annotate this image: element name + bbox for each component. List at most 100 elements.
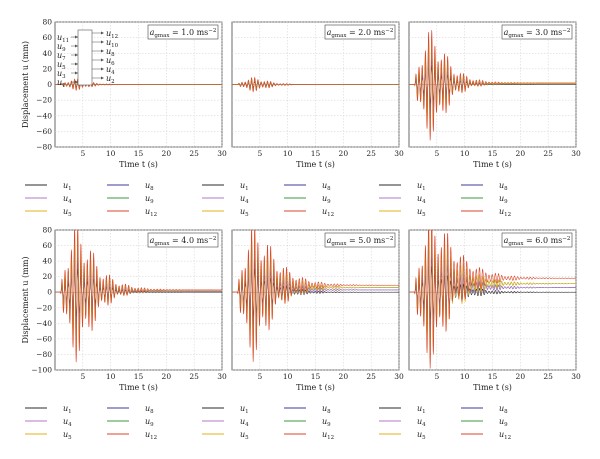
pga-annotation: agmax = 2.0 ms−2 <box>327 28 394 39</box>
chart-panel-4: −100 −80 −60 −40 −20 0 20 40 60 80 5 10 15 20 25 30 Time… <box>21 226 227 442</box>
inset-arrowhead <box>101 76 104 80</box>
x-tick-label: 25 <box>366 149 376 158</box>
inset-arrowhead <box>101 49 104 53</box>
inset-arrowhead <box>101 58 104 62</box>
y-axis-label: Displacement u (mm) <box>21 41 30 128</box>
legend-label-u9: u9 <box>499 417 508 428</box>
legend-label-u12: u12 <box>499 430 511 441</box>
x-axis-label: Time t (s) <box>473 160 512 169</box>
x-tick-label: 25 <box>189 372 199 381</box>
inset-label-u10: u10 <box>106 38 119 49</box>
pga-annotation: agmax = 5.0 ms−2 <box>327 236 394 247</box>
pga-annotation: agmax = 1.0 ms−2 <box>150 28 217 39</box>
y-tick-label: 40 <box>42 257 52 266</box>
x-tick-label: 10 <box>460 149 470 158</box>
legend-label-u1: u1 <box>240 181 249 192</box>
legend-label-u5: u5 <box>63 207 72 218</box>
pga-annotation: agmax = 4.0 ms−2 <box>150 236 217 247</box>
legend-label-u12: u12 <box>145 207 157 218</box>
inset-label-u11: u11 <box>57 33 69 44</box>
x-tick-label: 5 <box>80 372 85 381</box>
legend-label-u4: u4 <box>63 417 72 428</box>
legend-label-u5: u5 <box>240 207 249 218</box>
legend-label-u8: u8 <box>322 404 331 415</box>
y-tick-label: 80 <box>42 226 52 235</box>
legend-label-u9: u9 <box>322 417 331 428</box>
inset-arrowhead <box>75 35 78 39</box>
y-tick-label: 0 <box>47 288 52 297</box>
legend-label-u4: u4 <box>417 417 426 428</box>
legend-label-u8: u8 <box>145 181 154 192</box>
legend-label-u1: u1 <box>417 181 426 192</box>
y-tick-label: −60 <box>36 127 52 136</box>
inset-arrowhead <box>75 71 78 75</box>
x-tick-label: 10 <box>283 372 293 381</box>
x-tick-label: 25 <box>366 372 376 381</box>
legend-label-u4: u4 <box>240 194 249 205</box>
x-tick-label: 5 <box>80 149 85 158</box>
legend-label-u1: u1 <box>63 181 72 192</box>
inset-label-u2: u2 <box>106 74 115 85</box>
inset-label-u9: u9 <box>57 42 66 53</box>
annotation-box <box>147 24 219 40</box>
legend-label-u5: u5 <box>63 430 72 441</box>
legend-label-u8: u8 <box>322 181 331 192</box>
x-tick-label: 30 <box>217 372 227 381</box>
x-tick-label: 10 <box>460 372 470 381</box>
x-axis-label: Time t (s) <box>473 383 512 392</box>
y-tick-label: −20 <box>36 96 52 105</box>
legend-label-u4: u4 <box>240 417 249 428</box>
x-tick-label: 5 <box>434 149 439 158</box>
x-tick-label: 15 <box>488 372 498 381</box>
pga-annotation: agmax = 3.0 ms−2 <box>504 28 571 39</box>
legend: u1 u8 u4 u9 u5 u12 <box>25 181 157 218</box>
y-tick-label: 20 <box>42 272 52 281</box>
x-tick-label: 20 <box>339 149 349 158</box>
legend-label-u1: u1 <box>417 404 426 415</box>
chart-panel-1: −80 −60 −40 −20 0 20 40 60 80 5 10 15 20 25 30 Time t (… <box>21 18 227 219</box>
x-axis-label: Time t (s) <box>119 383 158 392</box>
series-line-u12 <box>232 230 399 362</box>
legend-label-u8: u8 <box>499 181 508 192</box>
series-line-u12 <box>55 78 222 92</box>
x-tick-label: 15 <box>311 372 321 381</box>
series-line-u12 <box>232 76 399 93</box>
annotation-box <box>501 24 573 40</box>
series-line-u12 <box>409 30 576 141</box>
inset-arrowhead <box>75 53 78 57</box>
legend-label-u9: u9 <box>145 194 154 205</box>
x-axis-label: Time t (s) <box>119 160 158 169</box>
legend-label-u5: u5 <box>417 207 426 218</box>
legend-label-u9: u9 <box>499 194 508 205</box>
legend: u1 u8 u4 u9 u5 u12 <box>202 404 334 441</box>
y-tick-label: 60 <box>42 241 52 250</box>
x-tick-label: 25 <box>543 372 553 381</box>
y-tick-label: −40 <box>36 319 52 328</box>
inset-arrowhead <box>101 67 104 71</box>
x-tick-label: 30 <box>571 372 581 381</box>
legend-label-u9: u9 <box>322 194 331 205</box>
x-tick-label: 25 <box>543 149 553 158</box>
x-tick-label: 10 <box>283 149 293 158</box>
legend-label-u4: u4 <box>417 194 426 205</box>
inset-arrowhead <box>101 40 104 44</box>
y-tick-label: 60 <box>42 33 52 42</box>
y-tick-label: −40 <box>36 111 52 120</box>
inset-label-u3: u3 <box>57 69 66 80</box>
legend-label-u1: u1 <box>63 404 72 415</box>
x-tick-label: 20 <box>339 372 349 381</box>
x-tick-label: 15 <box>488 149 498 158</box>
inset-arrowhead <box>75 80 78 84</box>
x-tick-label: 5 <box>257 372 262 381</box>
series-line-u12 <box>55 230 222 363</box>
inset-label-u1: u1 <box>57 78 66 89</box>
x-tick-label: 5 <box>434 372 439 381</box>
legend-label-u5: u5 <box>417 430 426 441</box>
x-tick-label: 30 <box>217 149 227 158</box>
inset-label-u5: u5 <box>57 60 66 71</box>
legend: u1 u8 u4 u9 u5 u12 <box>202 181 334 218</box>
inset-label-u8: u8 <box>106 47 115 58</box>
